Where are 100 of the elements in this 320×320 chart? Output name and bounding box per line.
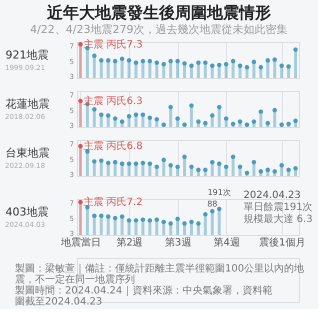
y-axis-title: 台東地震 bbox=[6, 146, 50, 160]
annotation: 88 bbox=[207, 199, 218, 208]
point bbox=[216, 104, 222, 110]
point bbox=[238, 119, 242, 124]
y-axis-title: 921地震 bbox=[6, 48, 48, 62]
point bbox=[112, 58, 118, 64]
point bbox=[203, 60, 208, 65]
point bbox=[134, 218, 138, 223]
point bbox=[189, 64, 194, 68]
point bbox=[196, 221, 201, 226]
point bbox=[224, 164, 228, 170]
point bbox=[78, 98, 83, 104]
point bbox=[210, 113, 215, 118]
point bbox=[112, 116, 118, 121]
point bbox=[126, 114, 132, 119]
point bbox=[216, 62, 222, 68]
point bbox=[272, 57, 277, 62]
point bbox=[134, 112, 138, 117]
point bbox=[224, 62, 228, 66]
point bbox=[154, 60, 160, 65]
point bbox=[154, 164, 160, 170]
point bbox=[148, 218, 152, 223]
point bbox=[279, 122, 284, 127]
point bbox=[252, 160, 256, 164]
annotation: 主震 丙氏7.2 bbox=[83, 196, 143, 208]
point bbox=[196, 60, 201, 65]
annotation: 2024.04.23 bbox=[244, 190, 301, 201]
point bbox=[175, 58, 180, 64]
point bbox=[216, 162, 222, 166]
point bbox=[286, 168, 291, 172]
point bbox=[134, 60, 138, 65]
point bbox=[92, 54, 97, 58]
point bbox=[148, 58, 152, 64]
point bbox=[140, 58, 146, 64]
point bbox=[189, 164, 194, 170]
point bbox=[196, 119, 201, 124]
point bbox=[210, 64, 215, 68]
point bbox=[175, 216, 180, 222]
point bbox=[203, 212, 208, 217]
point bbox=[78, 144, 83, 148]
point bbox=[266, 168, 270, 172]
point bbox=[230, 154, 236, 160]
point bbox=[78, 42, 83, 47]
point bbox=[189, 220, 194, 224]
point bbox=[266, 58, 270, 63]
point bbox=[134, 162, 138, 166]
y-axis-title: 403地震 bbox=[6, 206, 48, 218]
point bbox=[182, 122, 187, 127]
point bbox=[252, 119, 256, 124]
point bbox=[92, 159, 97, 164]
point bbox=[106, 113, 110, 118]
point bbox=[161, 158, 166, 162]
annotation: 單日餘震191次 bbox=[244, 201, 313, 213]
point bbox=[161, 122, 166, 127]
point bbox=[293, 118, 298, 124]
point bbox=[238, 64, 242, 68]
point bbox=[126, 218, 132, 223]
x-tick-label: 第3週 bbox=[164, 236, 192, 248]
point bbox=[168, 163, 173, 168]
point bbox=[272, 108, 277, 112]
point bbox=[120, 162, 124, 166]
point bbox=[112, 216, 118, 220]
point bbox=[175, 164, 180, 170]
point bbox=[244, 65, 250, 70]
point bbox=[182, 61, 187, 66]
point bbox=[258, 109, 264, 114]
point bbox=[196, 168, 201, 172]
x-tick-label: 第4週 bbox=[213, 236, 240, 248]
point bbox=[175, 116, 180, 121]
point bbox=[154, 117, 160, 122]
point bbox=[189, 103, 194, 108]
point bbox=[112, 160, 118, 164]
point bbox=[106, 214, 110, 219]
point bbox=[99, 214, 104, 218]
point bbox=[148, 162, 152, 166]
text: 近年大地震發生後周圍地震情形 bbox=[46, 2, 271, 22]
point bbox=[286, 64, 291, 69]
point bbox=[293, 166, 298, 171]
annotation: 主震 丙氏6.3 bbox=[83, 94, 143, 107]
point bbox=[244, 122, 250, 127]
point bbox=[120, 214, 124, 219]
x-tick-label: 地震當日 bbox=[60, 236, 101, 248]
annotation: 規模最大達 6.3 bbox=[244, 213, 313, 225]
point bbox=[238, 164, 242, 170]
point bbox=[203, 120, 208, 126]
annotation: 主震 丙氏7.3 bbox=[83, 38, 143, 50]
point bbox=[78, 200, 83, 204]
point bbox=[148, 116, 152, 120]
text: 製圖時間：2024.04.24｜資料來源：中央氣象署，資料範圍截至2024.04.23 bbox=[15, 284, 272, 308]
point bbox=[106, 58, 110, 63]
point bbox=[230, 58, 236, 64]
x-tick-label: 第2週 bbox=[116, 236, 143, 248]
point bbox=[99, 158, 104, 163]
point bbox=[140, 112, 146, 117]
point bbox=[168, 58, 173, 64]
point bbox=[99, 58, 104, 63]
x-tick-label: 震後1個月 bbox=[258, 236, 306, 248]
text: 4/22、4/23地震279次，過去幾次地震從未如此密集 bbox=[30, 22, 288, 36]
point bbox=[252, 60, 256, 64]
point bbox=[161, 220, 166, 224]
